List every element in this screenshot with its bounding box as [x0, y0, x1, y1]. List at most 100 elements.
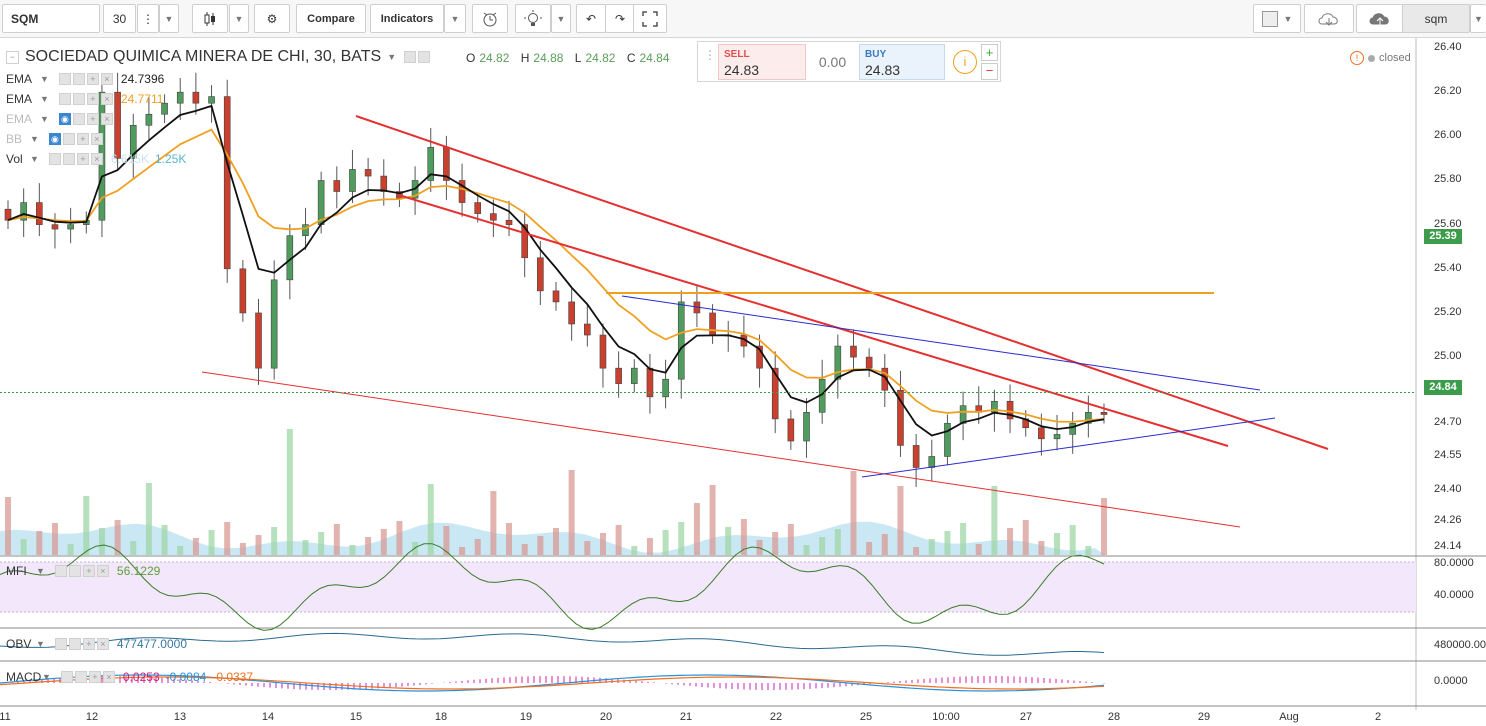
legend-macd[interactable]: MACD ▼ + × 0.0253 -0.0084 -0.0337 [6, 670, 254, 684]
plus-icon[interactable]: + [82, 565, 95, 577]
price-chart[interactable] [0, 38, 1486, 726]
buy-button[interactable]: BUY 24.83 [859, 44, 945, 80]
chevron-down-icon[interactable]: ▼ [159, 4, 179, 33]
trendline-red-thin [201, 371, 1241, 528]
title-chevron-icon[interactable]: ▼ [387, 52, 397, 62]
settings-icon[interactable] [72, 73, 85, 85]
cloud-upload-icon[interactable] [1356, 4, 1404, 33]
settings-icon[interactable] [68, 565, 81, 577]
plus-icon[interactable]: + [86, 73, 99, 85]
close-icon[interactable]: × [100, 113, 113, 125]
alert-clock-icon[interactable] [472, 4, 508, 33]
settings-icon[interactable] [418, 51, 431, 63]
plus-icon[interactable]: + [86, 113, 99, 125]
compare-button[interactable]: Compare [296, 4, 366, 33]
minus-icon[interactable]: − [981, 63, 998, 80]
volume-bar [98, 528, 105, 555]
legend-volume[interactable]: Vol ▼ + × 6.615K 1.25K [6, 152, 187, 166]
indicators-button[interactable]: Indicators [370, 4, 444, 33]
eye-icon[interactable] [404, 51, 417, 63]
symbol-input[interactable]: SQM [2, 4, 100, 33]
drag-handle-icon[interactable]: ⋮ [704, 48, 716, 62]
lightbulb-icon[interactable] [515, 4, 551, 33]
chart-name-field[interactable]: sqm [1402, 4, 1470, 33]
redo-icon[interactable]: ↷ [605, 4, 635, 33]
candle [490, 213, 497, 221]
layout-chevron-icon[interactable]: ▼ [1470, 4, 1486, 33]
legend-ema-1[interactable]: EMA ▼ + × 24.7396 [6, 72, 165, 86]
fullscreen-icon[interactable] [633, 4, 667, 33]
plus-icon[interactable]: + [86, 93, 99, 105]
interval-menu-icon[interactable]: ⋮ [137, 4, 159, 33]
cloud-download-icon[interactable] [1304, 4, 1354, 33]
volume-bar [255, 535, 262, 555]
info-icon[interactable]: i [953, 50, 977, 74]
volume-bar [693, 503, 700, 555]
settings-icon[interactable] [72, 93, 85, 105]
candle [756, 345, 763, 369]
close-icon[interactable]: × [96, 638, 109, 650]
volume-bar [615, 525, 622, 555]
sell-button[interactable]: SELL 24.83 [718, 44, 806, 80]
lightbulb-chevron-icon[interactable]: ▼ [551, 4, 571, 33]
gear-icon[interactable]: ⚙ [254, 4, 290, 33]
legend-ema-2[interactable]: EMA ▼ + × 24.7711 [6, 92, 164, 106]
interval-button[interactable]: 30 [103, 4, 136, 33]
volume-bar [380, 529, 387, 555]
market-status: ! closed [1350, 51, 1411, 65]
settings-icon[interactable] [74, 671, 87, 683]
close-icon[interactable]: × [90, 133, 103, 145]
legend-ema-3[interactable]: EMA ▼ ◉ + × [6, 111, 115, 127]
volume-bar [177, 546, 184, 555]
candle [364, 169, 372, 177]
indicators-chevron-icon[interactable]: ▼ [444, 4, 466, 33]
candle [145, 113, 153, 126]
settings-icon[interactable] [68, 638, 81, 650]
eye-icon[interactable] [58, 93, 71, 105]
eye-icon[interactable]: ◉ [58, 113, 71, 125]
volume-bar [881, 534, 888, 555]
chart-type-chevron-icon[interactable]: ▼ [229, 4, 249, 33]
close-icon[interactable]: × [96, 565, 109, 577]
eye-icon[interactable] [54, 638, 67, 650]
eye-icon[interactable] [48, 153, 61, 165]
settings-icon[interactable] [62, 153, 75, 165]
volume-bar [83, 496, 90, 555]
close-icon[interactable]: × [100, 73, 113, 85]
undo-icon[interactable]: ↶ [576, 4, 606, 33]
settings-icon[interactable] [62, 133, 75, 145]
plus-icon[interactable]: + [88, 671, 101, 683]
volume-bar [928, 539, 935, 555]
volume-bar [991, 486, 998, 555]
plus-icon[interactable]: + [981, 44, 998, 61]
eye-icon[interactable]: ◉ [48, 133, 61, 145]
volume-bar [333, 524, 340, 555]
close-icon[interactable]: × [90, 153, 103, 165]
candle [865, 356, 873, 369]
candles-icon[interactable] [192, 4, 228, 33]
plus-icon[interactable]: + [76, 133, 89, 145]
eye-icon[interactable] [54, 565, 67, 577]
candle [552, 290, 560, 303]
collapse-icon[interactable]: − [6, 50, 19, 64]
close-icon[interactable]: × [100, 93, 113, 105]
volume-bar [678, 522, 685, 555]
legend-mfi[interactable]: MFI ▼ + × 56.1229 [6, 564, 161, 578]
eye-icon[interactable] [60, 671, 73, 683]
settings-icon[interactable] [72, 113, 85, 125]
legend-obv[interactable]: OBV ▼ + × 477477.0000 [6, 637, 187, 651]
candle [959, 405, 967, 424]
time-axis-label: 18 [434, 711, 448, 723]
candle [255, 312, 262, 369]
eye-icon[interactable] [58, 73, 71, 85]
plus-icon[interactable]: + [76, 153, 89, 165]
legend-bb[interactable]: BB ▼ ◉ + × [6, 131, 105, 147]
color-swatch-button[interactable]: ▼ [1253, 4, 1301, 33]
volume-bar [161, 525, 168, 555]
plus-icon[interactable]: + [82, 638, 95, 650]
volume-bar [365, 537, 372, 555]
time-axis-label: 2 [1374, 711, 1382, 723]
close-icon[interactable]: × [102, 671, 115, 683]
ohlc-readout: O 24.82 H 24.88 L 24.82 C 24.84 [466, 51, 670, 65]
candle [1069, 423, 1076, 435]
